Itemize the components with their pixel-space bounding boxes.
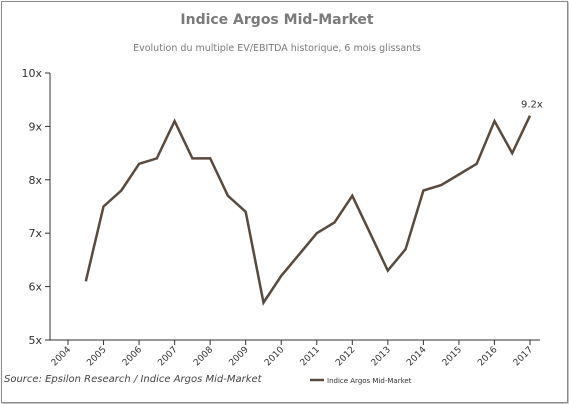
x-tick-label: 2009 — [228, 345, 251, 368]
x-tick-label: 2008 — [192, 345, 215, 368]
y-tick-label: 7x — [28, 227, 42, 240]
y-tick-label: 9x — [28, 120, 42, 133]
chart-subtitle: Evolution du multiple EV/EBITDA historiq… — [133, 43, 421, 54]
x-tick-label: 2014 — [405, 345, 428, 368]
x-tick-label: 2007 — [156, 345, 179, 368]
series-line-0 — [84, 115, 532, 306]
source-note: Source: Epsilon Research / Indice Argos … — [4, 374, 263, 385]
chart-title: Indice Argos Mid-Market — [180, 12, 374, 28]
x-tick-label: 2006 — [121, 345, 144, 368]
x-tick-label: 2013 — [370, 345, 393, 368]
y-tick-label: 8x — [28, 174, 42, 187]
x-tick-label: 2017 — [512, 345, 535, 368]
data-label: 9.2x — [521, 100, 543, 111]
legend: Indice Argos Mid-Market — [310, 377, 412, 385]
x-tick-label: 2015 — [441, 345, 464, 368]
y-tick-label: 10x — [21, 67, 42, 80]
x-tick-label: 2004 — [50, 345, 73, 368]
x-tick-label: 2012 — [334, 345, 357, 368]
x-tick-label: 2005 — [85, 345, 108, 368]
y-tick-label: 6x — [28, 281, 42, 294]
x-tick-label: 2010 — [263, 345, 286, 368]
legend-entry: Indice Argos Mid-Market — [327, 377, 412, 385]
y-tick-label: 5x — [28, 334, 42, 347]
x-tick-label: 2011 — [299, 345, 322, 368]
x-tick-label: 2016 — [476, 345, 499, 368]
